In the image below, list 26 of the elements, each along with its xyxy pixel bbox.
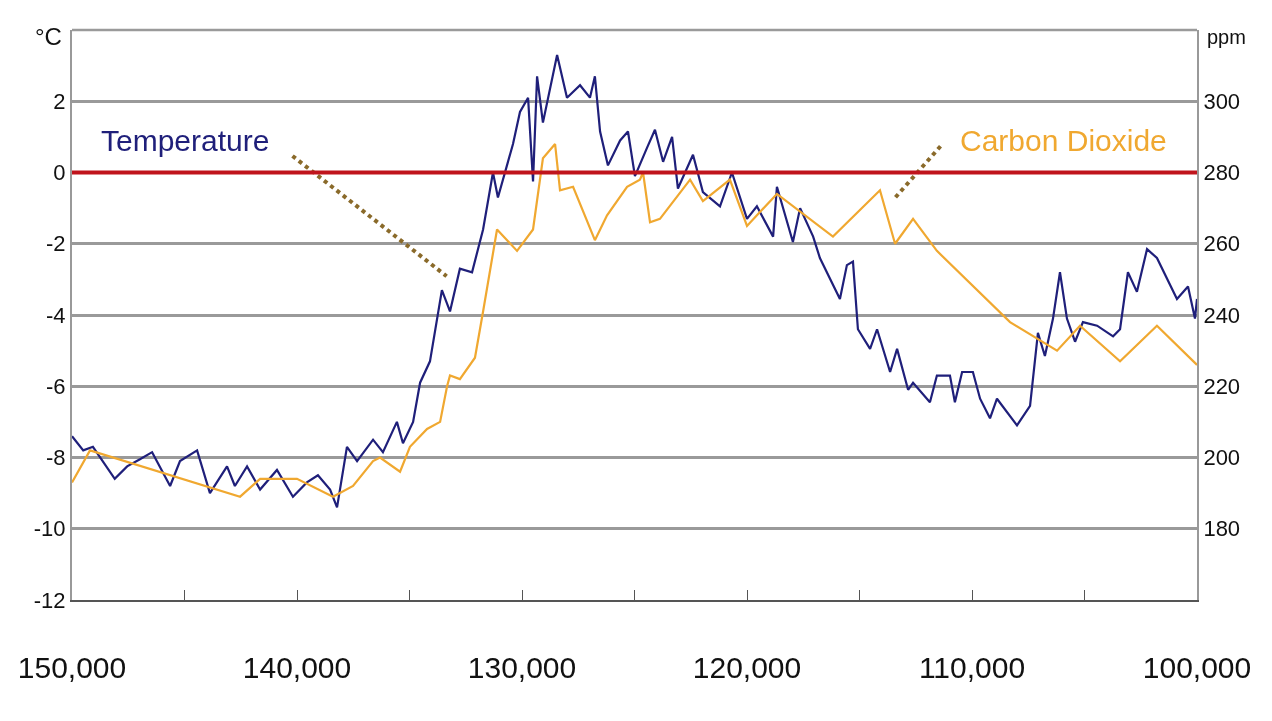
y-tick-label: -8 [46, 445, 66, 471]
x-tick-label: 110,000 [918, 651, 1026, 684]
y-tick-label: -10 [33, 516, 66, 542]
y2-tick-label: 200 [1203, 445, 1241, 471]
x-tick-label: 130,000 [467, 651, 577, 684]
y-axis-title: °C [35, 23, 62, 50]
y2-tick-label: 300 [1203, 88, 1241, 114]
y-tick-label: 0 [53, 160, 66, 186]
x-tick-label: 120,000 [692, 651, 802, 684]
y-tick-label: 2 [53, 88, 66, 114]
text: Carbon Dioxide [960, 124, 1167, 157]
y2-axis-title: ppm [1207, 26, 1246, 48]
line-series [72, 53, 1197, 509]
x-tick-label: 140,000 [242, 651, 352, 684]
y2-tick-label: 180 [1203, 516, 1241, 542]
y2-tick-label: 240 [1203, 302, 1241, 328]
y-tick-label: -12 [33, 587, 66, 613]
y-tick-label: -6 [46, 373, 66, 399]
y2-tick-label: 260 [1203, 231, 1241, 257]
y-tick-label: -4 [46, 302, 66, 328]
y2-tick-label: 220 [1203, 373, 1241, 399]
y-tick-label: -2 [46, 231, 66, 257]
x-tick-label: 150,000 [17, 651, 127, 684]
x-tick-label: 100,000 [1142, 651, 1252, 684]
y2-tick-label: 280 [1203, 160, 1241, 186]
text: Temperature [101, 124, 270, 157]
